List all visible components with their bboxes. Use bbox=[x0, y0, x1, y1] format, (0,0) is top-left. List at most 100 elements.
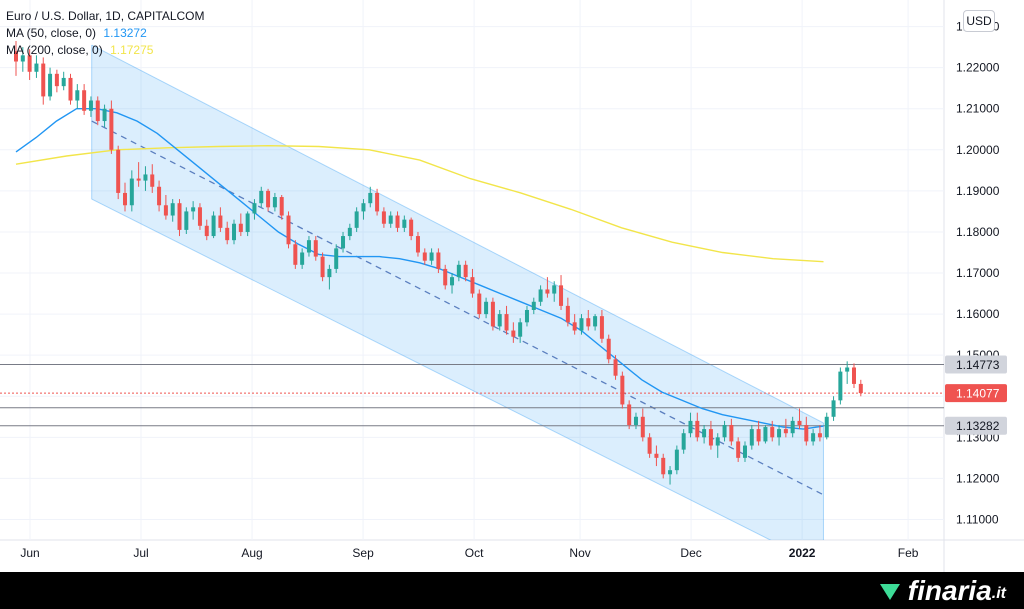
candle-body bbox=[681, 433, 686, 450]
candle-body bbox=[109, 108, 114, 150]
ma50-line bbox=[15, 108, 824, 430]
candle bbox=[661, 453, 666, 479]
ma50-value: 1.13272 bbox=[103, 26, 147, 40]
candle bbox=[565, 297, 570, 327]
candle-body bbox=[579, 318, 584, 331]
candle bbox=[497, 309, 502, 331]
candle bbox=[20, 47, 25, 72]
candle-body bbox=[552, 285, 557, 294]
candle bbox=[116, 145, 121, 200]
candle bbox=[470, 268, 475, 298]
candle-body bbox=[470, 277, 475, 294]
candle bbox=[674, 445, 679, 475]
candle bbox=[54, 69, 59, 93]
candle bbox=[736, 437, 741, 462]
candle-body bbox=[123, 192, 128, 206]
channel-median-line bbox=[91, 120, 824, 496]
candle-body bbox=[347, 227, 352, 237]
price-level-label: 1.14077 bbox=[956, 387, 1000, 401]
candle-body bbox=[177, 203, 182, 230]
candle bbox=[429, 248, 434, 265]
candle bbox=[633, 412, 638, 430]
candle-body bbox=[463, 264, 468, 278]
brand-logo[interactable]: finaria .it bbox=[879, 575, 1006, 606]
candle-body bbox=[68, 77, 73, 101]
ma50-legend-row: MA (50, close, 0) 1.13272 bbox=[6, 25, 205, 42]
candle bbox=[48, 67, 53, 101]
candle bbox=[552, 281, 557, 302]
candle-body bbox=[565, 305, 570, 323]
candle-body bbox=[197, 207, 202, 226]
candle bbox=[259, 186, 264, 208]
candle-body bbox=[402, 219, 407, 228]
candle-body bbox=[674, 449, 679, 471]
candle bbox=[415, 231, 420, 257]
candle bbox=[627, 400, 632, 430]
candle-body bbox=[654, 453, 659, 458]
ma200-line bbox=[15, 144, 824, 263]
y-tick-label: 1.19000 bbox=[956, 184, 1000, 198]
candle bbox=[211, 211, 216, 239]
candle-body bbox=[443, 268, 448, 286]
candle bbox=[722, 420, 727, 442]
currency-button[interactable]: USD bbox=[963, 10, 995, 32]
candle-body bbox=[504, 314, 509, 331]
candle-body bbox=[511, 330, 516, 337]
candle bbox=[817, 424, 822, 442]
candle bbox=[375, 188, 380, 216]
candle-body bbox=[259, 190, 264, 204]
candle-body bbox=[633, 416, 638, 425]
candle bbox=[443, 264, 448, 290]
candle-body bbox=[538, 289, 543, 302]
candle bbox=[797, 408, 802, 430]
candle bbox=[586, 309, 591, 331]
candle bbox=[422, 248, 427, 265]
candle bbox=[606, 334, 611, 364]
candle bbox=[191, 201, 196, 220]
brand-tld: .it bbox=[991, 585, 1006, 602]
price-chart: 1.230001.220001.210001.200001.190001.180… bbox=[0, 0, 1024, 572]
candle-body bbox=[586, 318, 591, 327]
candle bbox=[708, 420, 713, 450]
candle bbox=[170, 199, 175, 222]
candle bbox=[456, 260, 461, 282]
candle bbox=[770, 420, 775, 442]
candle-body bbox=[327, 268, 332, 278]
candle-body bbox=[708, 429, 713, 446]
candle-body bbox=[157, 186, 162, 206]
candle-body bbox=[497, 314, 502, 327]
candle-body bbox=[845, 367, 850, 372]
candle bbox=[368, 186, 373, 208]
candle-body bbox=[851, 367, 856, 384]
candle-body bbox=[729, 424, 734, 442]
x-tick-label: Jul bbox=[133, 546, 148, 560]
candle bbox=[402, 215, 407, 232]
candle-body bbox=[184, 211, 189, 230]
candle-body bbox=[477, 293, 482, 315]
candle bbox=[477, 289, 482, 319]
candle-body bbox=[838, 371, 843, 401]
candle-body bbox=[20, 55, 25, 62]
candle-body bbox=[695, 420, 700, 438]
candle bbox=[524, 305, 529, 327]
grid-lines bbox=[0, 0, 1024, 572]
candle bbox=[34, 55, 39, 78]
candle-body bbox=[320, 256, 325, 278]
candle-body bbox=[272, 197, 277, 208]
candle bbox=[749, 424, 754, 450]
y-tick-label: 1.12000 bbox=[956, 471, 1000, 485]
candle bbox=[688, 412, 693, 438]
candle bbox=[109, 100, 114, 154]
candle bbox=[347, 223, 352, 241]
candle bbox=[777, 424, 782, 446]
candle bbox=[238, 213, 243, 237]
candle-body bbox=[82, 90, 87, 111]
y-tick-label: 1.20000 bbox=[956, 143, 1000, 157]
candle-body bbox=[368, 192, 373, 204]
candle-body bbox=[422, 252, 427, 261]
candle bbox=[436, 248, 441, 274]
candle bbox=[838, 367, 843, 405]
candle-body bbox=[41, 63, 46, 97]
candle-body bbox=[456, 264, 461, 278]
